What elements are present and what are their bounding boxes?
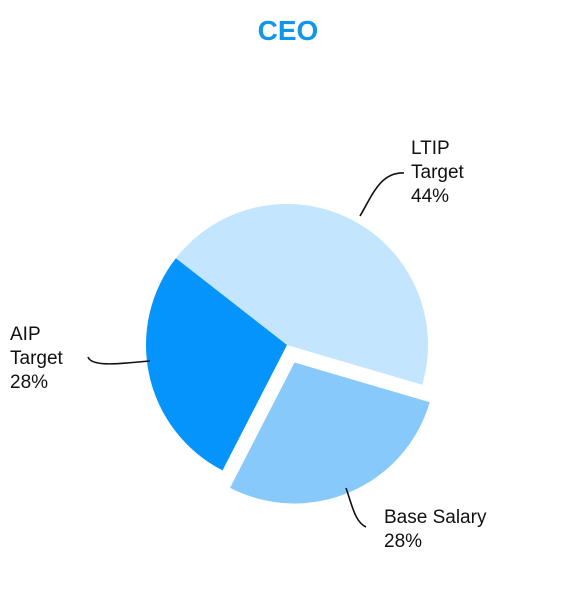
slice-name-line: Target [411,162,464,183]
slice-name-line: AIP [10,324,41,345]
slice-name-line: Base Salary [384,507,487,528]
slice-name-line: Target [10,348,63,369]
leader-line-aip [87,356,151,365]
slice-label-ltip: LTIP Target 44% [411,137,464,209]
slice-value-label: 44% [411,186,450,207]
slice-name-line: LTIP [411,138,450,159]
pie-slice-base-salary [230,362,430,504]
slice-label-base-salary: Base Salary 28% [384,506,486,554]
slice-value-label: 28% [10,372,49,393]
leader-line-ltip [359,172,405,217]
leader-line-base-salary [345,487,367,528]
pie-slice-ltip [175,204,428,385]
slice-label-aip: AIP Target 28% [10,323,63,395]
chart-title: CEO [257,15,319,46]
slice-value-label: 28% [384,531,423,552]
pie-slice-aip [145,258,287,471]
